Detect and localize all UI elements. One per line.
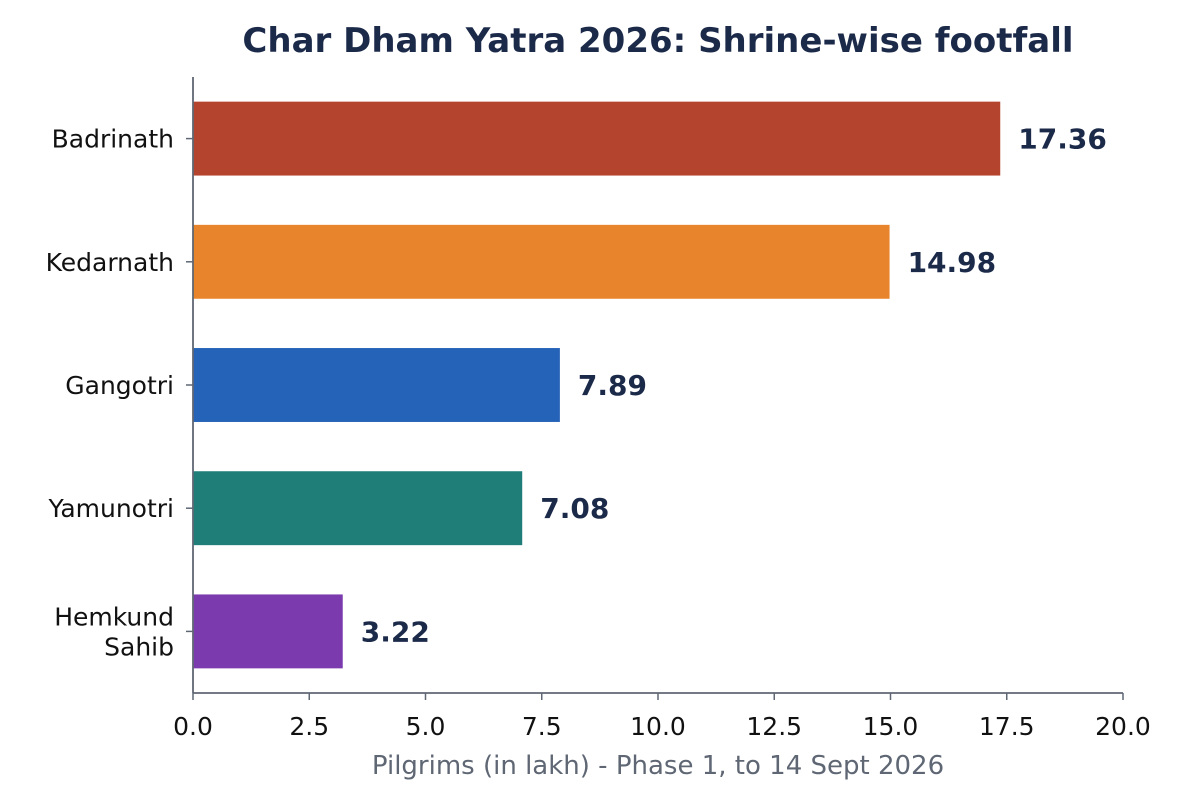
y-tick-label: Badrinath — [52, 125, 174, 154]
x-tick-label: 7.5 — [522, 712, 562, 741]
value-label: 7.08 — [540, 492, 609, 525]
bars-layer: 17.36 14.98 7.89 7.08 3.22 — [193, 101, 1107, 669]
value-label: 17.36 — [1018, 123, 1107, 156]
y-tick-label: Yamunotri — [47, 494, 174, 523]
x-tick-label: 5.0 — [406, 712, 446, 741]
y-tick-label: Kedarnath — [46, 248, 174, 277]
y-tick-label: Sahib — [104, 632, 174, 661]
chart-title: Char Dham Yatra 2026: Shrine-wise footfa… — [242, 21, 1073, 61]
x-tick-label: 12.5 — [746, 712, 802, 741]
bar-kedarnath — [193, 224, 890, 299]
axes-layer: Badrinath Kedarnath Gangotri Yamunotri Hemku… — [46, 77, 1151, 741]
x-axis-label: Pilgrims (in lakh) - Phase 1, to 14 Sept… — [372, 751, 944, 781]
x-tick-label: 17.5 — [979, 712, 1035, 741]
x-tick-label: 2.5 — [289, 712, 329, 741]
value-label: 14.98 — [908, 246, 997, 279]
x-tick-label: 0.0 — [173, 712, 213, 741]
bar-yamunotri — [193, 471, 523, 546]
y-tick-label: Gangotri — [65, 371, 174, 400]
bar-hemkund-sahib — [193, 594, 343, 669]
x-tick-label: 15.0 — [863, 712, 919, 741]
bar-gangotri — [193, 348, 560, 422]
value-label: 7.89 — [578, 369, 647, 402]
value-label: 3.22 — [361, 615, 430, 648]
x-tick-label: 20.0 — [1095, 712, 1151, 741]
x-tick-label: 10.0 — [630, 712, 686, 741]
bar-badrinath — [193, 101, 1001, 176]
y-tick-label: Hemkund — [54, 602, 174, 631]
